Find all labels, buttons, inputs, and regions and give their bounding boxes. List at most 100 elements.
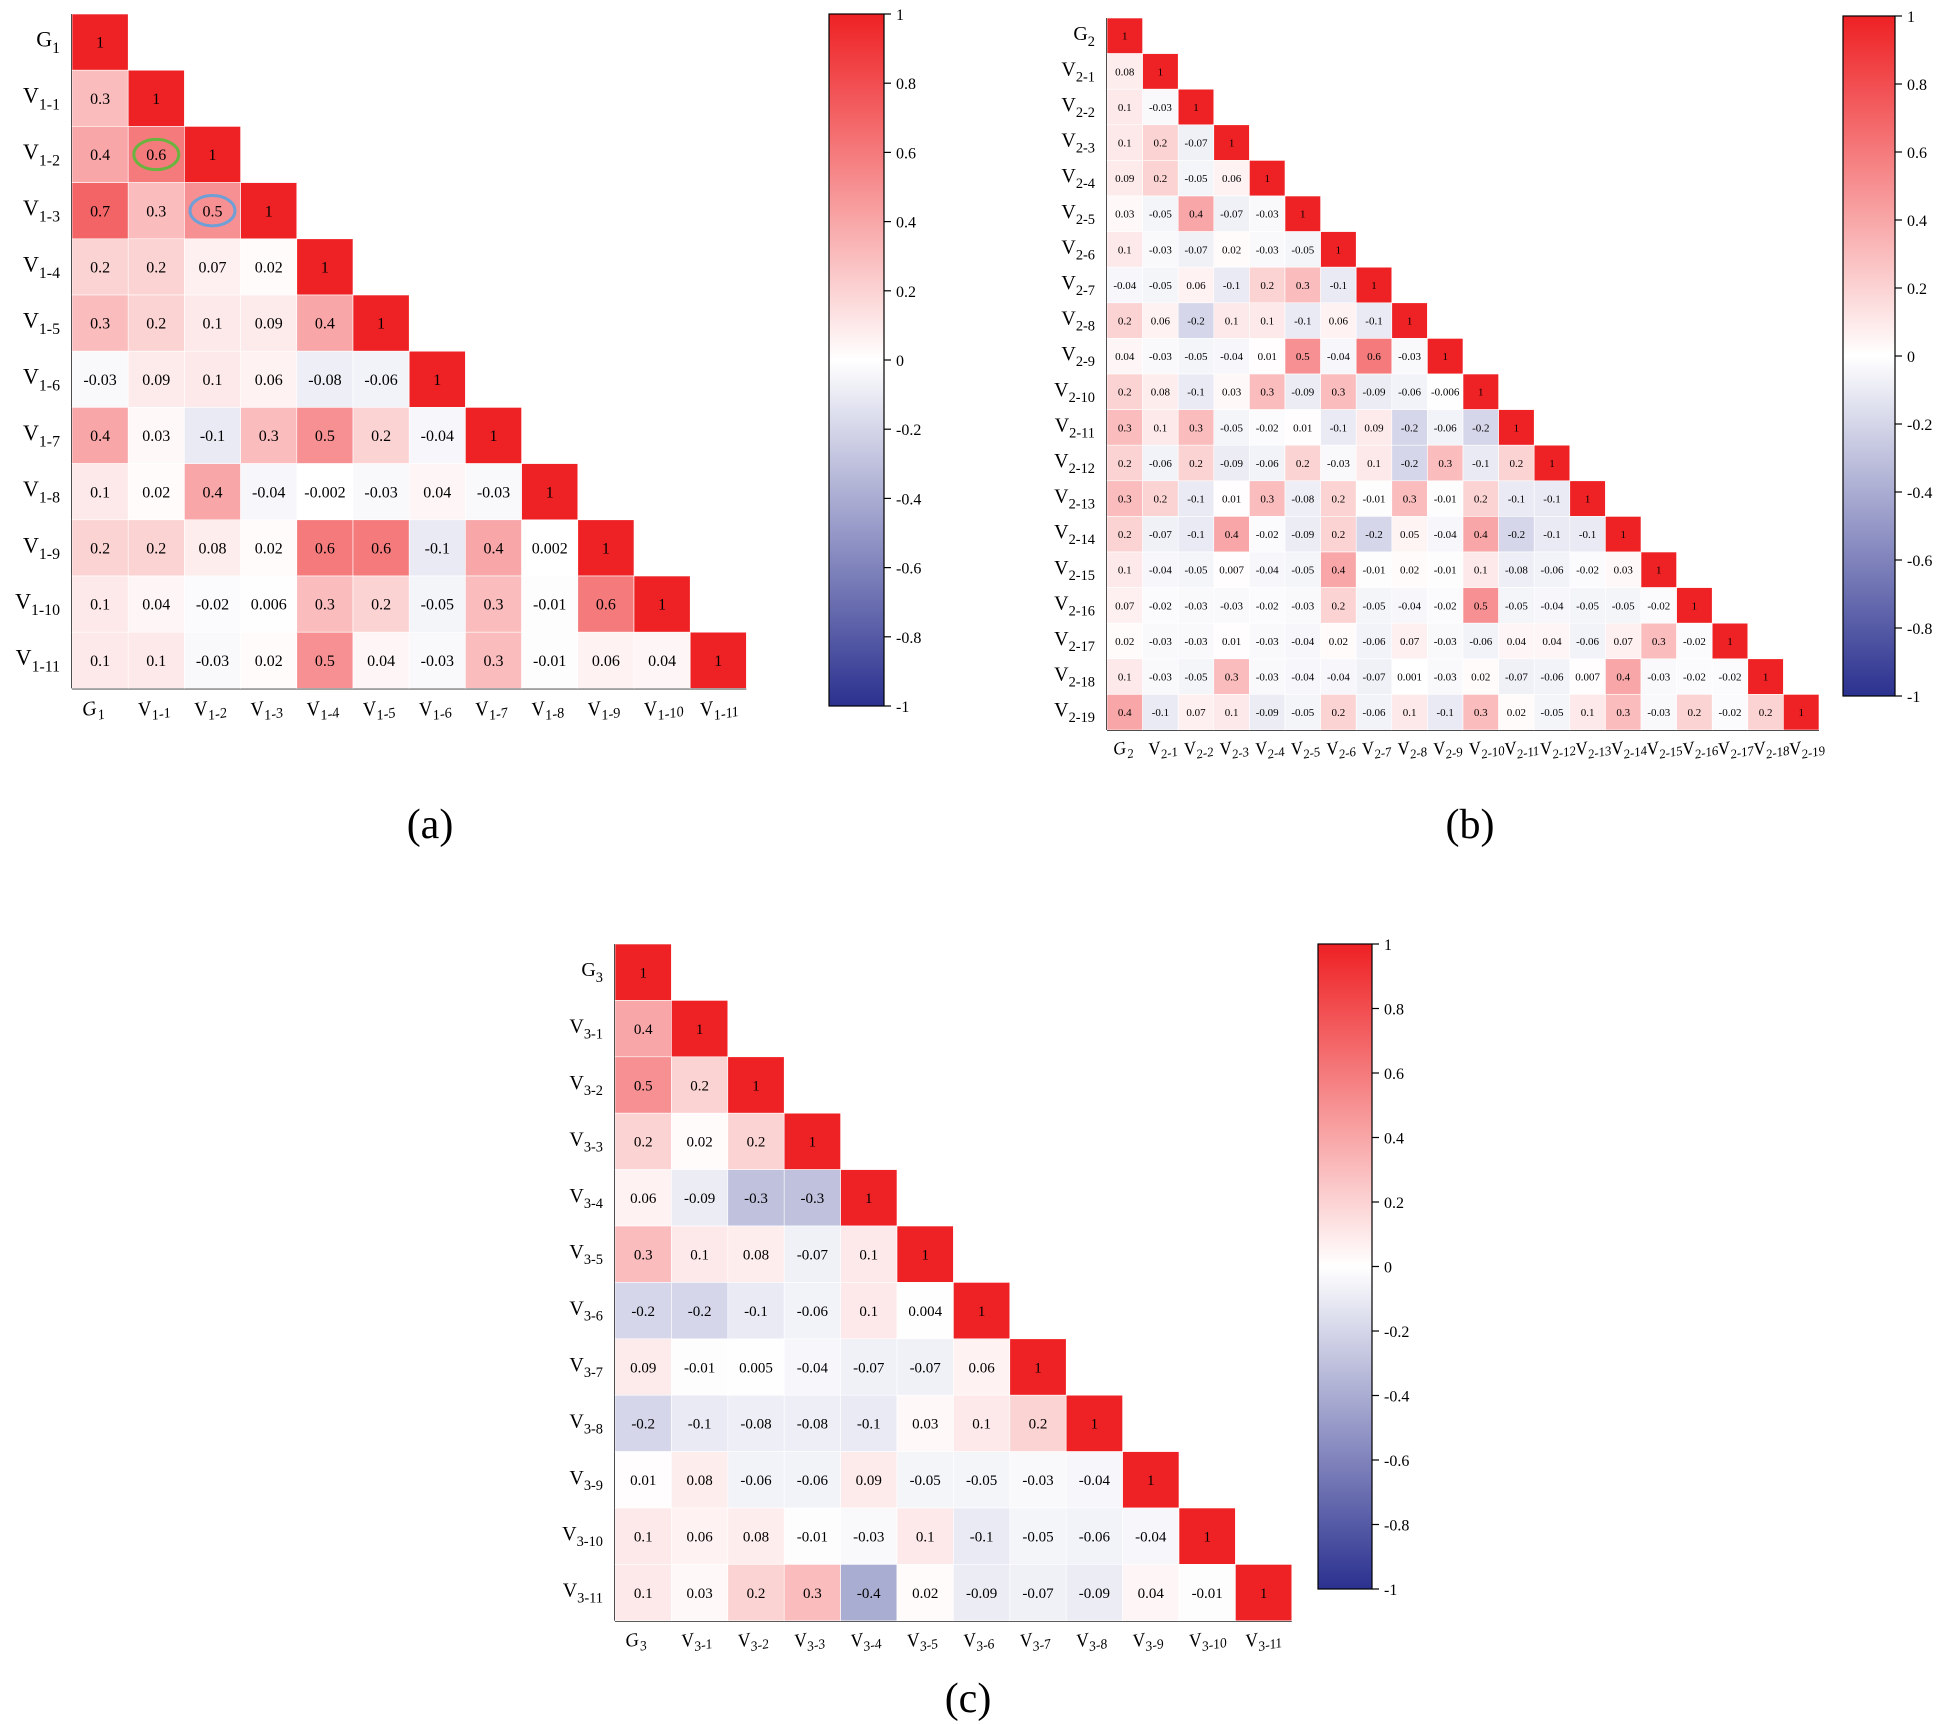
- heatmap-cell-r17-c3: [1213, 622, 1250, 660]
- cell-label-r10-c1: 0.06: [686, 1529, 713, 1545]
- row-label-4-sub: 1-4: [39, 265, 60, 282]
- cell-label-r10-c3: 0.03: [1222, 387, 1242, 399]
- cell-label-r4-c0: 0.09: [1115, 173, 1135, 185]
- heatmap-cell-r5-c2: [1177, 195, 1215, 232]
- row-label-11: V2-11: [1055, 414, 1095, 441]
- heatmap-cell-r7-c7: [465, 407, 522, 464]
- cell-label-r13-c5: -0.08: [1291, 493, 1314, 505]
- col-label-16: V2-16: [1681, 733, 1720, 763]
- cell-label-r8-c1: 0.06: [1151, 315, 1171, 327]
- heatmap-cell-r4-c0: [71, 238, 129, 296]
- col-label-0-sub: 1: [96, 707, 106, 724]
- heatmap-cell-r12-c10: [1462, 444, 1499, 482]
- cell-label-r5-c1: -0.05: [1149, 209, 1172, 221]
- cell-label-r9-c0: 0.01: [630, 1473, 656, 1489]
- heatmap-cell-r15-c0: [1106, 551, 1143, 588]
- col-label-7: V3-7: [1018, 1626, 1053, 1656]
- highlight-ellipse-green: [132, 137, 181, 172]
- row-label-7-sub: 2-7: [1076, 283, 1095, 299]
- cell-label-r13-c13: 1: [1585, 493, 1591, 505]
- heatmap-panel-c: 1 0.4 1 0.5 0.2 1 0.2 0.02 0.2 1 0.06 -0.09 -0.3 -0.3…: [562, 937, 1409, 1722]
- heatmap-cell-r17-c8: [1391, 622, 1428, 660]
- cell-label-r16-c11: -0.05: [1505, 600, 1528, 612]
- row-label-7-sub: 1-7: [39, 434, 60, 451]
- row-label-8-base: V: [23, 476, 39, 501]
- heatmap-cell-r9-c4: [296, 519, 354, 577]
- cell-label-r18-c11: -0.07: [1505, 671, 1528, 683]
- cell-label-r19-c5: -0.05: [1291, 707, 1314, 719]
- heatmap-cell-r18-c5: [1284, 658, 1321, 695]
- heatmap-cell-r4-c2: [184, 238, 241, 296]
- heatmap-cell-r5-c1: [671, 1225, 729, 1283]
- cell-label-r11-c6: -0.1: [1330, 422, 1347, 434]
- cell-label-r3-c2: -0.07: [1185, 137, 1208, 149]
- heatmap-cell-r10-c8: [1391, 373, 1428, 410]
- cell-label-r10-c7: 0.3: [484, 597, 504, 614]
- heatmap-cell-r15-c2: [1177, 551, 1215, 588]
- row-label-4: V3-4: [569, 1185, 603, 1212]
- cell-label-r14-c2: -0.1: [1187, 529, 1204, 541]
- cell-label-r3-c2: 0.2: [747, 1135, 766, 1151]
- col-label-9: V1-9: [586, 694, 622, 726]
- heatmap-cell-r11-c10: [1178, 1564, 1236, 1622]
- cell-label-r15-c11: -0.08: [1505, 565, 1528, 577]
- cell-label-r6-c6: 1: [1336, 244, 1342, 256]
- row-label-5: V2-5: [1061, 201, 1095, 228]
- cell-label-r7-c5: -0.07: [910, 1360, 942, 1376]
- cell-label-r19-c0: 0.4: [1118, 707, 1132, 719]
- heatmap-cell-r1-c0: [71, 69, 129, 127]
- cell-label-r2-c0: 0.1: [1118, 102, 1132, 114]
- cell-label-r8-c4: -0.1: [857, 1417, 881, 1433]
- heatmap-cell-r19-c5: [1284, 694, 1321, 731]
- heatmap-cell-r10-c8: [521, 575, 579, 633]
- col-label-5-sub: 3-5: [918, 1636, 940, 1654]
- cell-label-r6-c2: -0.1: [744, 1304, 768, 1320]
- cell-label-r17-c3: 0.01: [1222, 636, 1241, 648]
- row-label-3: V3-3: [569, 1128, 603, 1155]
- cell-label-r6-c4: -0.03: [1256, 244, 1279, 256]
- cell-label-r13-c1: 0.2: [1154, 493, 1168, 505]
- cell-label-r8-c0: 0.1: [90, 484, 110, 501]
- row-label-11-base: V: [1055, 414, 1070, 436]
- heatmap-cell-r3-c0: [614, 1112, 672, 1170]
- col-label-10-sub: 2-10: [1480, 743, 1507, 762]
- cell-label-r6-c5: -0.05: [1291, 244, 1314, 256]
- cell-label-r10-c9: -0.04: [1135, 1529, 1167, 1545]
- heatmap-cell-r12-c12: [1533, 444, 1571, 482]
- heatmap-cell-r5-c5: [896, 1225, 954, 1283]
- cell-label-r9-c3: 0.02: [255, 541, 283, 558]
- cell-label-r4-c0: 0.06: [630, 1191, 657, 1207]
- cell-label-r10-c9: -0.006: [1431, 387, 1460, 399]
- cell-label-r5-c4: 0.4: [315, 316, 335, 333]
- cell-label-r15-c2: -0.05: [1185, 565, 1208, 577]
- heatmap-cell-r8-c4: [840, 1394, 898, 1452]
- heatmap-cell-r2-c0: [71, 126, 129, 183]
- cell-label-r4-c1: 0.2: [146, 260, 166, 277]
- cell-label-r2-c0: 0.5: [634, 1078, 653, 1094]
- cell-label-r2-c1: -0.03: [1149, 102, 1172, 114]
- row-label-15-sub: 2-15: [1069, 568, 1095, 584]
- cell-label-r9-c7: 0.4: [484, 541, 504, 558]
- row-label-16-sub: 2-16: [1069, 603, 1095, 619]
- cell-label-r8-c5: 0.03: [912, 1417, 938, 1433]
- col-label-7-sub: 3-7: [1030, 1636, 1053, 1654]
- cell-label-r3-c0: 0.1: [1118, 137, 1132, 149]
- heatmap-cell-r2-c2: [727, 1056, 785, 1114]
- row-label-5-sub: 1-5: [39, 321, 60, 338]
- heatmap-cell-r7-c1: [127, 407, 185, 464]
- row-label-9-sub: 3-9: [584, 1478, 603, 1494]
- col-label-8-sub: 3-8: [1087, 1636, 1109, 1654]
- heatmap-cell-r6-c0: [614, 1282, 672, 1340]
- heatmap-cell-r19-c18: [1747, 694, 1784, 731]
- cell-label-r16-c9: -0.02: [1434, 600, 1457, 612]
- cell-label-r9-c2: -0.05: [1185, 351, 1208, 363]
- heatmap-cell-r9-c5: [352, 519, 410, 577]
- cell-label-r10-c7: -0.05: [1022, 1529, 1053, 1545]
- cell-label-r10-c2: -0.1: [1187, 387, 1204, 399]
- heatmap-cell-r5-c3: [783, 1225, 841, 1283]
- heatmap-cell-r6-c5: [1284, 231, 1321, 268]
- heatmap-cell-r19-c6: [1320, 694, 1357, 731]
- heatmap-cell-r16-c3: [1213, 587, 1250, 624]
- col-label-5-sub: 1-5: [375, 705, 397, 724]
- cell-label-r14-c6: 0.2: [1332, 529, 1346, 541]
